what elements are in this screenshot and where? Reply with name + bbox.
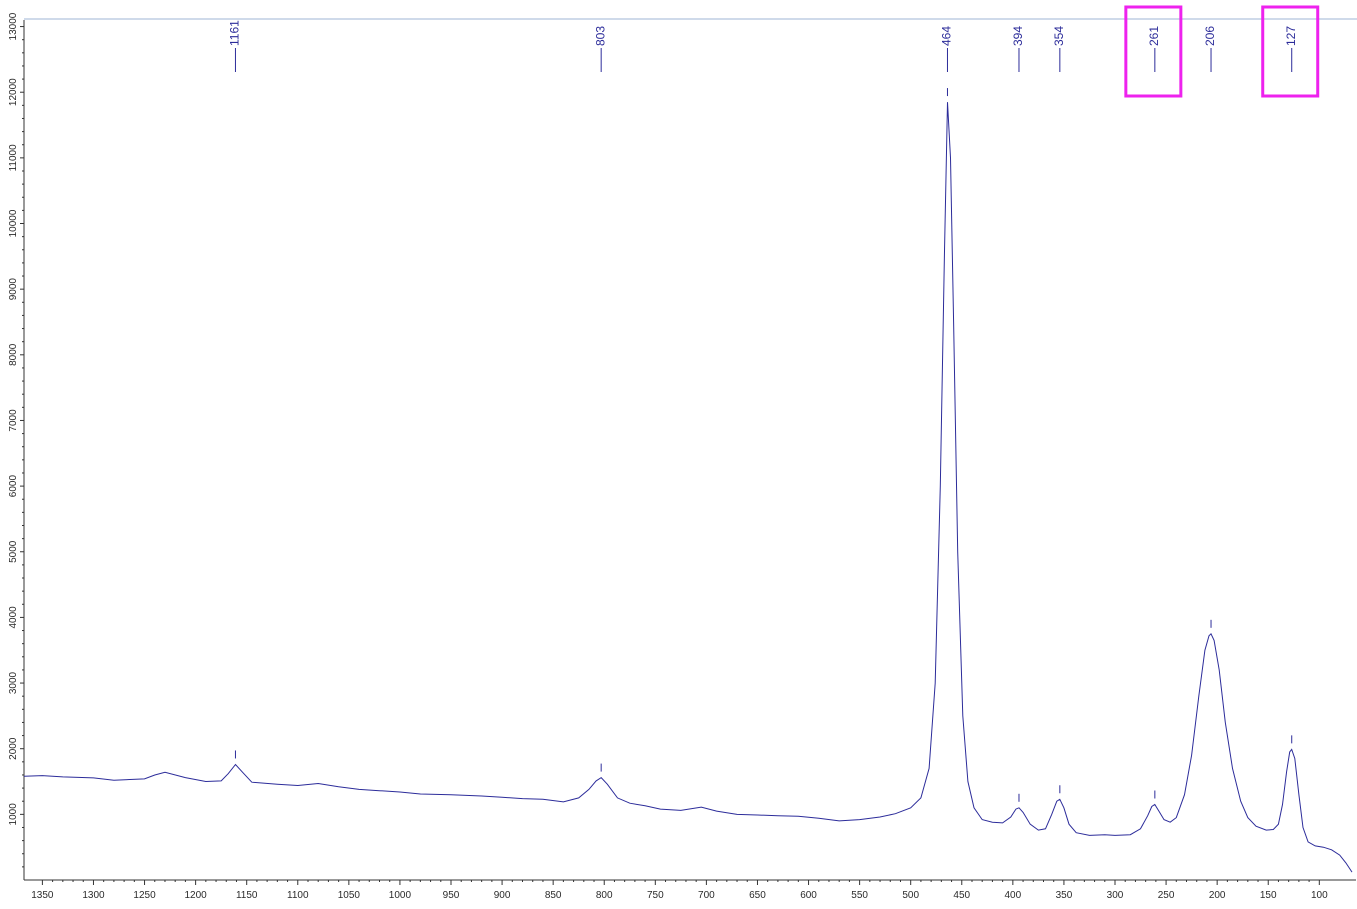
x-tick-label: 500 <box>902 890 919 901</box>
x-tick-label: 800 <box>596 890 613 901</box>
highlight-box <box>1124 5 1183 98</box>
x-tick-label: 200 <box>1209 890 1226 901</box>
x-tick-label: 100 <box>1311 890 1328 901</box>
x-tick-label: 350 <box>1056 890 1073 901</box>
x-tick-label: 300 <box>1107 890 1124 901</box>
y-tick-label: 1000 <box>8 803 19 826</box>
y-tick-label: 12000 <box>8 78 19 106</box>
y-tick-label: 13000 <box>8 12 19 40</box>
y-tick-label: 5000 <box>8 540 19 563</box>
y-tick-label: 8000 <box>8 343 19 366</box>
x-tick-label: 1100 <box>287 890 309 901</box>
peak-label: 354 <box>1052 26 1066 46</box>
highlight-boxes-group <box>1124 5 1320 98</box>
y-tick-label: 3000 <box>8 671 19 694</box>
y-tick-label: 7000 <box>8 409 19 432</box>
x-tick-label: 650 <box>749 890 766 901</box>
x-tick-label: 600 <box>800 890 817 901</box>
x-tick-label: 750 <box>647 890 664 901</box>
x-tick-label: 950 <box>443 890 460 901</box>
y-tick-label: 6000 <box>8 475 19 498</box>
x-tick-label: 1000 <box>389 890 412 901</box>
x-tick-label: 400 <box>1005 890 1022 901</box>
x-tick-label: 1050 <box>338 890 361 901</box>
x-tick-label: 450 <box>953 890 970 901</box>
y-axis-ticks: 1000 2000 3000 4000 5000 6000 7000 8000 9000 1000… <box>8 12 24 868</box>
x-tick-label: 250 <box>1158 890 1175 901</box>
peak-label: 394 <box>1011 26 1025 46</box>
peak-label: 261 <box>1147 26 1161 46</box>
y-tick-label: 4000 <box>8 606 19 629</box>
x-tick-label: 1350 <box>31 890 54 901</box>
peak-label: 206 <box>1203 26 1217 46</box>
highlight-box <box>1261 5 1320 98</box>
peak-label: 1161 <box>228 20 242 46</box>
x-tick-label: 700 <box>698 890 715 901</box>
x-tick-label: 1250 <box>133 890 156 901</box>
y-tick-label: 9000 <box>8 278 19 301</box>
spectrum-line <box>23 102 1353 873</box>
axes <box>23 20 1356 881</box>
x-tick-label: 850 <box>545 890 562 901</box>
x-tick-label: 550 <box>851 890 868 901</box>
peak-label: 127 <box>1284 26 1298 46</box>
y-tick-label: 11000 <box>8 144 19 172</box>
peak-label: 464 <box>940 26 954 46</box>
peak-label: 803 <box>593 26 607 46</box>
x-tick-label: 1200 <box>184 890 207 901</box>
x-tick-label: 1300 <box>82 890 105 901</box>
y-tick-label: 2000 <box>8 737 19 760</box>
peak-labels-group: 1161 803 464 394 354 261 206 127 <box>228 20 1298 802</box>
x-axis-ticks: 1350 1300 1250 1200 1150 1100 1050 1000 950 900 85… <box>31 880 1328 901</box>
y-tick-label: 10000 <box>8 209 19 237</box>
series-group <box>23 102 1353 873</box>
x-tick-label: 150 <box>1260 890 1277 901</box>
x-tick-label: 1150 <box>236 890 258 901</box>
x-tick-label: 900 <box>494 890 511 901</box>
